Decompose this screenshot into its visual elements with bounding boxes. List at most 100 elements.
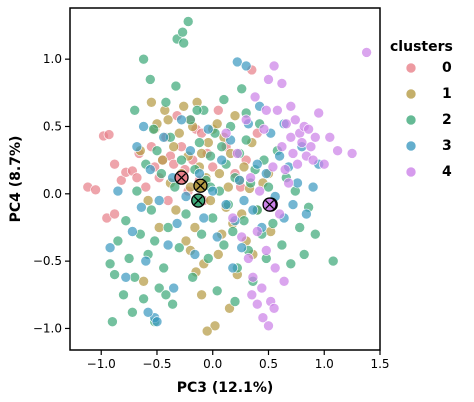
point-cluster-4 [263, 74, 274, 85]
point-cluster-2 [167, 298, 178, 310]
point-cluster-4 [324, 132, 336, 143]
point-cluster-3 [216, 154, 227, 166]
point-cluster-3 [145, 164, 156, 175]
point-cluster-0 [162, 195, 174, 206]
point-cluster-2 [194, 137, 205, 148]
y-axis-label: PC4 (8.7%) [8, 136, 24, 223]
point-cluster-4 [254, 185, 265, 197]
point-cluster-1 [203, 137, 214, 148]
centroid-cross [177, 173, 186, 183]
point-cluster-2 [127, 306, 138, 318]
point-cluster-3 [158, 132, 169, 143]
point-cluster-2 [187, 271, 198, 283]
point-cluster-2 [138, 293, 149, 305]
point-cluster-0 [213, 105, 224, 116]
point-cluster-4 [276, 141, 288, 152]
plot-frame [69, 7, 381, 351]
centroid-cross [265, 200, 275, 210]
point-cluster-3 [120, 271, 132, 283]
point-cluster-2 [123, 253, 135, 264]
point-cluster-4 [285, 132, 297, 143]
point-cluster-2 [153, 282, 165, 294]
point-cluster-4 [247, 271, 259, 283]
legend: clusters 0 1 2 3 4 [390, 39, 453, 180]
x-tick-label: 0.0 [203, 357, 222, 371]
point-cluster-2 [158, 262, 169, 274]
point-cluster-4 [267, 161, 279, 173]
legend-item-3: 3 [405, 138, 452, 154]
point-cluster-2 [149, 235, 160, 247]
point-cluster-0 [103, 129, 115, 140]
point-cluster-1 [196, 289, 207, 301]
point-cluster-3 [301, 208, 312, 220]
point-cluster-1 [201, 325, 213, 337]
point-cluster-2 [162, 222, 174, 233]
point-cluster-3 [136, 202, 147, 213]
point-cluster-1 [211, 118, 223, 130]
point-cluster-4 [283, 177, 294, 189]
centroid-cross [196, 181, 205, 191]
point-cluster-4 [251, 298, 263, 310]
point-cluster-1 [138, 275, 149, 287]
point-cluster-2 [327, 255, 339, 267]
legend-label: 0 [442, 60, 452, 76]
point-cluster-1 [205, 195, 216, 206]
point-cluster-4 [272, 105, 283, 116]
point-cluster-4 [292, 158, 303, 170]
point-cluster-4 [268, 302, 280, 314]
point-cluster-3 [307, 181, 319, 193]
x-tick-label: 1.0 [315, 357, 334, 371]
point-cluster-2 [151, 145, 163, 156]
point-cluster-4 [303, 123, 314, 135]
point-cluster-2 [203, 253, 214, 264]
point-cluster-4 [305, 141, 317, 152]
legend-marker [405, 166, 417, 178]
centroid-cluster-2 [191, 193, 206, 208]
point-cluster-2 [148, 123, 159, 135]
point-cluster-3 [292, 177, 303, 189]
point-cluster-3 [131, 141, 143, 152]
point-cluster-3 [227, 262, 239, 274]
point-cluster-3 [220, 199, 232, 210]
point-cluster-1 [229, 110, 241, 121]
point-cluster-3 [287, 199, 299, 210]
point-cluster-2 [109, 269, 120, 280]
y-tick-label: 0.5 [43, 119, 62, 133]
point-cluster-3 [127, 226, 138, 237]
point-cluster-3 [234, 175, 245, 186]
point-cluster-3 [274, 150, 285, 162]
point-cluster-4 [256, 282, 268, 294]
point-cluster-2 [107, 316, 118, 328]
legend-item-4: 4 [405, 164, 452, 180]
point-cluster-4 [361, 47, 372, 58]
point-cluster-1 [223, 181, 234, 193]
point-cluster-4 [296, 137, 308, 148]
point-cluster-2 [120, 215, 132, 226]
point-cluster-1 [162, 114, 174, 126]
legend-label: 2 [442, 112, 452, 128]
point-cluster-1 [142, 195, 154, 206]
point-cluster-4 [220, 127, 232, 139]
point-cluster-2 [129, 271, 140, 283]
point-cluster-4 [289, 114, 301, 126]
point-cluster-0 [140, 181, 152, 193]
point-cluster-3 [260, 168, 272, 179]
point-cluster-4 [278, 275, 290, 287]
y-tick-label: 0.0 [43, 187, 62, 201]
point-cluster-1 [174, 127, 185, 139]
point-cluster-2 [185, 114, 196, 126]
point-cluster-2 [160, 289, 172, 301]
point-cluster-2 [156, 168, 167, 179]
point-cluster-3 [211, 231, 223, 243]
point-cluster-2 [263, 181, 274, 193]
point-cluster-0 [116, 175, 127, 186]
point-cluster-1 [189, 222, 201, 233]
point-cluster-1 [146, 97, 157, 108]
point-cluster-2 [236, 83, 247, 95]
point-cluster-0 [207, 161, 218, 173]
x-tick-label: −0.5 [142, 357, 171, 371]
point-cluster-3 [238, 195, 250, 206]
point-cluster-3 [198, 212, 210, 224]
point-cluster-2 [146, 204, 157, 216]
